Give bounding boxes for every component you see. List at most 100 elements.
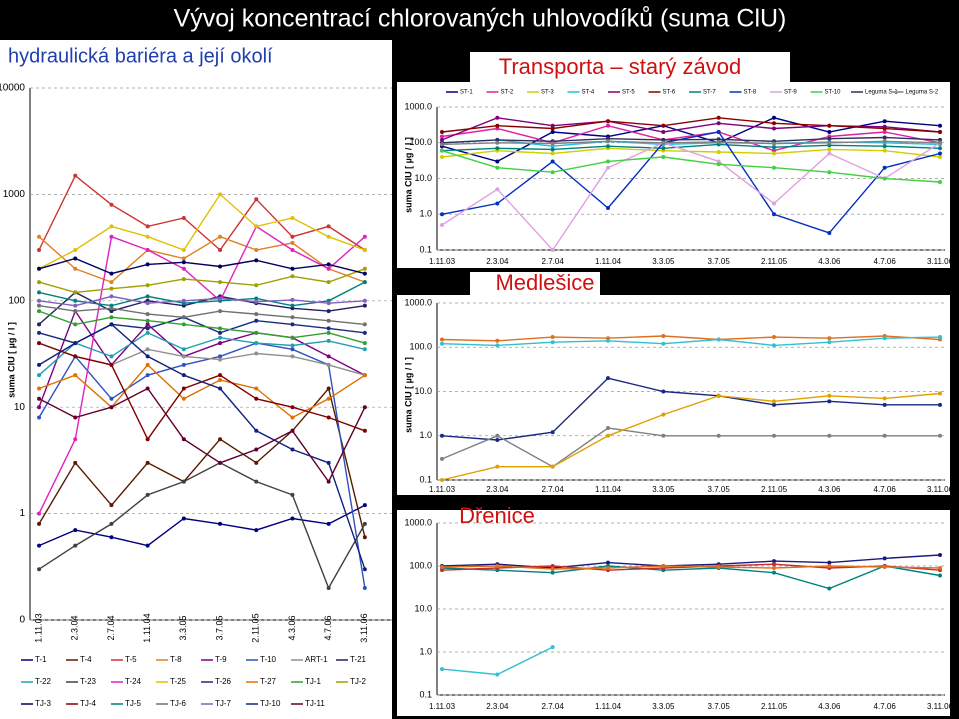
data-point (37, 386, 42, 391)
data-point (772, 565, 776, 570)
data-point (716, 139, 721, 144)
data-point (362, 298, 367, 303)
y-tick-label: 10.0 (414, 173, 432, 183)
x-tick-label: 2.11.05 (761, 485, 788, 494)
x-tick-label: 1.11.04 (142, 613, 152, 642)
x-tick-label: 4.3.06 (818, 485, 841, 494)
data-point (73, 373, 78, 378)
x-tick-label: 3.3.05 (652, 485, 675, 494)
data-point (550, 564, 555, 568)
data-point (362, 535, 367, 540)
data-point (772, 399, 776, 404)
data-point (938, 391, 942, 396)
data-point (495, 126, 500, 131)
data-point (550, 570, 555, 575)
data-point (938, 154, 942, 159)
data-point (218, 521, 223, 526)
data-point (882, 564, 887, 569)
data-point (254, 312, 259, 317)
x-tick-label: 3.11.06 (927, 485, 954, 494)
data-point (550, 645, 555, 650)
data-point (827, 393, 832, 398)
data-point (326, 326, 331, 331)
x-tick-label: 4.3.06 (287, 615, 297, 640)
y-tick-label: 10.0 (414, 386, 432, 396)
legend-label: ST-5 (622, 90, 635, 96)
x-tick-label: 4.7.06 (874, 485, 897, 494)
series-line (441, 131, 941, 234)
x-tick-label: 4.3.06 (818, 257, 841, 266)
data-point (550, 340, 555, 345)
data-point (145, 373, 150, 378)
x-tick-label: 1.11.03 (429, 257, 456, 266)
data-point (716, 129, 721, 134)
data-point (290, 248, 295, 253)
data-point (772, 165, 776, 170)
data-point (37, 290, 42, 295)
y-tick-label: 1000.0 (404, 101, 432, 111)
legend-label: TJ-7 (215, 699, 232, 708)
data-point (362, 248, 367, 253)
series-line (38, 257, 366, 275)
data-point (218, 192, 223, 197)
data-point (109, 521, 114, 526)
x-tick-label: 3.11.06 (927, 702, 954, 711)
data-point (716, 393, 721, 398)
data-point (109, 271, 114, 276)
data-point (290, 266, 295, 271)
data-point (362, 330, 367, 335)
data-point (181, 266, 186, 271)
data-point (37, 511, 42, 516)
data-point (772, 121, 776, 126)
x-tick-label: 1.11.03 (429, 702, 456, 711)
data-point (254, 318, 259, 323)
series-line (441, 427, 940, 468)
data-point (440, 142, 444, 147)
data-point (716, 564, 721, 569)
data-point (326, 330, 331, 335)
y-tick-label: 1 (19, 508, 25, 519)
series-line (38, 305, 365, 326)
data-point (145, 347, 150, 352)
data-point (145, 437, 150, 442)
data-point (145, 224, 150, 229)
data-point (661, 146, 666, 151)
series-line (38, 462, 366, 590)
series-line (38, 504, 366, 547)
data-point (362, 341, 367, 346)
data-point (254, 283, 259, 288)
data-point (938, 433, 942, 438)
data-point (145, 330, 150, 335)
data-point (109, 405, 114, 410)
data-point (827, 586, 832, 591)
data-point (882, 148, 887, 153)
data-point (254, 330, 259, 335)
data-point (772, 201, 776, 206)
data-point (73, 322, 78, 327)
data-point (550, 129, 555, 134)
x-tick-label: 3.7.05 (708, 702, 731, 711)
data-point (37, 309, 42, 314)
data-point (326, 521, 331, 526)
data-point (109, 315, 114, 320)
data-point (37, 521, 42, 526)
data-point (495, 672, 500, 677)
legend-label: T-26 (215, 677, 232, 686)
data-point (772, 570, 776, 575)
data-point (218, 248, 223, 253)
data-point (218, 386, 223, 391)
data-point (827, 230, 832, 235)
data-point (772, 559, 776, 564)
series-line (441, 147, 941, 158)
data-point (827, 170, 832, 175)
data-point (440, 134, 444, 139)
series-line (441, 140, 941, 146)
data-point (109, 322, 114, 327)
data-point (218, 373, 223, 378)
series-line (38, 235, 366, 283)
data-point (772, 151, 776, 156)
data-point (938, 179, 942, 184)
data-point (716, 159, 721, 164)
legend-label: T-22 (35, 677, 52, 686)
data-point (37, 415, 42, 420)
